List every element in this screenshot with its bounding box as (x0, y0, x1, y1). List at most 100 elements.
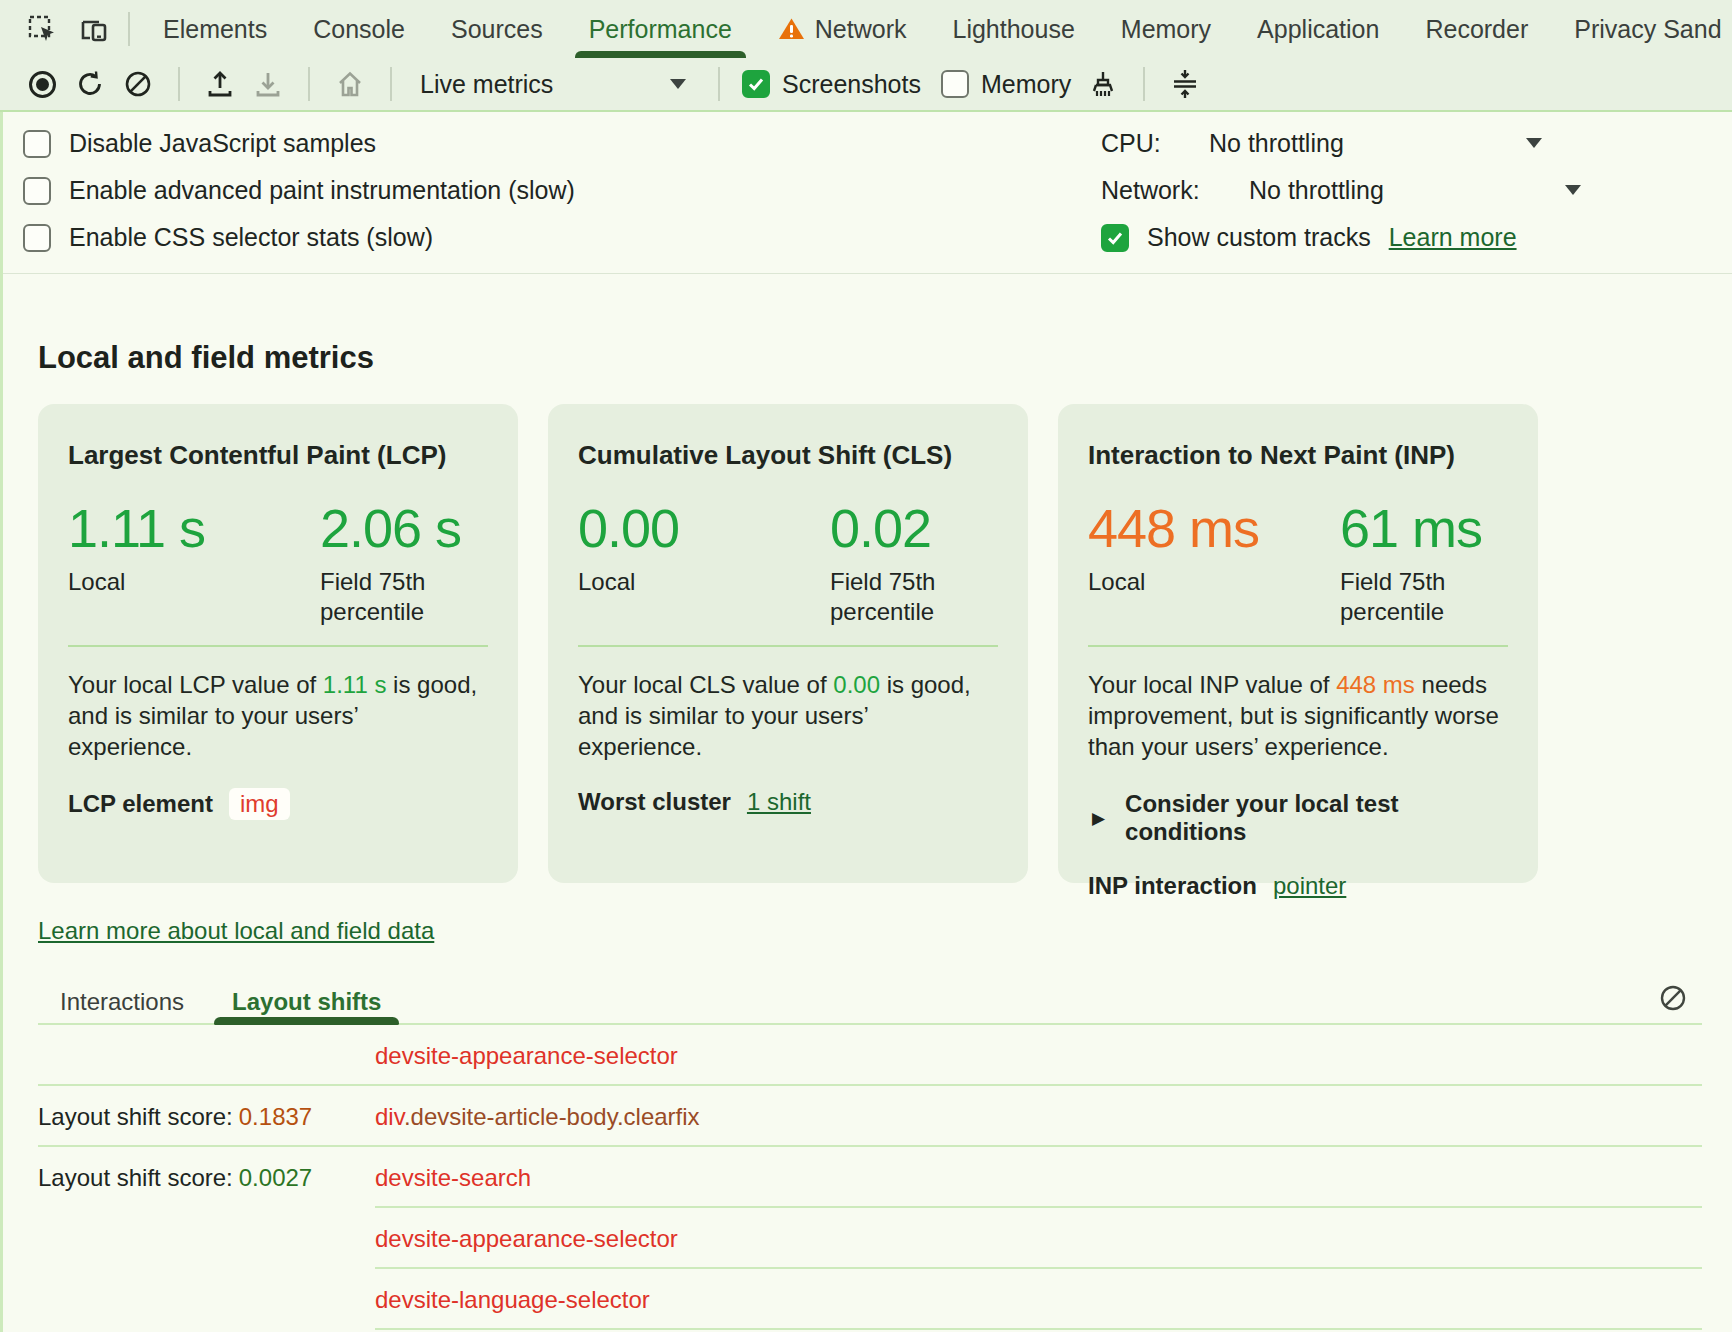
screenshots-checkbox[interactable] (742, 70, 770, 98)
tab-label: Privacy Sand (1574, 15, 1721, 44)
layout-shift-row: devsite-appearance-selector (38, 1208, 1732, 1269)
lcp-element-link[interactable]: img (229, 788, 290, 820)
shifted-element-link[interactable]: devsite-appearance-selector (375, 1225, 678, 1253)
inp-card: Interaction to Next Paint (INP) 448 ms L… (1058, 404, 1538, 883)
element-tag: devsite-appearance-selector (375, 1042, 678, 1069)
tab-label: Recorder (1425, 15, 1528, 44)
custom-tracks-learn-more-link[interactable]: Learn more (1389, 223, 1517, 252)
collapse-icon[interactable] (1167, 66, 1203, 102)
local-test-conditions-disclosure[interactable]: ▶ Consider your local test conditions (1088, 790, 1508, 846)
memory-label: Memory (981, 70, 1071, 99)
cls-description: Your local CLS value of 0.00 is good, an… (578, 669, 998, 762)
clear-icon[interactable] (120, 66, 156, 102)
score-value: 0.1837 (239, 1103, 312, 1130)
inp-field-value: 61 ms (1340, 497, 1490, 559)
disable-js-samples-label: Disable JavaScript samples (69, 129, 376, 158)
tab-elements[interactable]: Elements (140, 0, 290, 58)
record-icon[interactable] (24, 66, 60, 102)
live-metrics-view: Local and field metrics Largest Contentf… (3, 274, 1732, 1332)
lcp-description: Your local LCP value of 1.11 s is good, … (68, 669, 488, 762)
tab-recorder[interactable]: Recorder (1402, 0, 1551, 58)
shifted-element-link[interactable]: devsite-language-selector (375, 1286, 650, 1314)
inp-description: Your local INP value of 448 ms needs imp… (1088, 669, 1508, 762)
inp-footer: INP interaction pointer (1088, 872, 1508, 900)
metric-cards: Largest Contentful Paint (LCP) 1.11 s Lo… (38, 404, 1732, 883)
toolbar-divider (308, 67, 310, 101)
local-test-conditions-label: Consider your local test conditions (1125, 790, 1508, 846)
tabbar-left-icons (24, 11, 112, 47)
tab-label: Sources (451, 15, 543, 44)
layout-shift-score: Layout shift score:0.0027 (38, 1164, 340, 1192)
cls-field-label: Field 75th percentile (830, 567, 980, 627)
shifted-element-link[interactable]: devsite-appearance-selector (375, 1042, 678, 1070)
tabbar-divider (128, 12, 130, 46)
cls-footer: Worst cluster 1 shift (578, 788, 998, 816)
tab-memory[interactable]: Memory (1098, 0, 1234, 58)
section-heading: Local and field metrics (38, 340, 1732, 376)
tab-network[interactable]: Network (755, 0, 930, 58)
reload-icon[interactable] (72, 66, 108, 102)
performance-toolbar: Live metrics Screenshots Memory (0, 58, 1732, 112)
inp-local-value: 448 ms (1088, 497, 1340, 559)
cls-card-title: Cumulative Layout Shift (CLS) (578, 440, 998, 471)
dropdown-caret-icon (670, 79, 686, 89)
cpu-throttling-select[interactable]: CPU: No throttling (1101, 120, 1701, 167)
score-label: Layout shift score: (38, 1103, 233, 1130)
cls-field-value: 0.02 (830, 497, 980, 559)
device-toolbar-icon[interactable] (76, 11, 112, 47)
element-tag: devsite-search (375, 1164, 531, 1191)
css-selector-stats-label: Enable CSS selector stats (slow) (69, 223, 433, 252)
advanced-paint-checkbox[interactable] (23, 177, 51, 205)
tab-layout-shifts[interactable]: Layout shifts (230, 981, 383, 1023)
element-classes: .devsite-article-body.clearfix (404, 1103, 700, 1130)
layout-shift-row: Layout shift score:0.0027 devsite-search (38, 1147, 1732, 1208)
advanced-paint-label: Enable advanced paint instrumentation (s… (69, 176, 575, 205)
tab-interactions[interactable]: Interactions (58, 981, 186, 1023)
toolbar-divider (1143, 67, 1145, 101)
upload-icon[interactable] (202, 66, 238, 102)
inp-field-label: Field 75th percentile (1340, 567, 1490, 627)
mode-select[interactable]: Live metrics (414, 70, 696, 99)
tab-console[interactable]: Console (290, 0, 428, 58)
score-label: Layout shift score: (38, 1164, 233, 1191)
tab-application[interactable]: Application (1234, 0, 1402, 58)
layout-shift-log: devsite-appearance-selector Layout shift … (38, 1025, 1732, 1332)
score-value: 0.0027 (239, 1164, 312, 1191)
lcp-field-value: 2.06 s (320, 497, 470, 559)
dropdown-caret-icon (1565, 185, 1581, 195)
tab-label: Application (1257, 15, 1379, 44)
shifted-element-link[interactable]: div.devsite-article-body.clearfix (375, 1103, 700, 1131)
cls-local-label: Local (578, 567, 728, 597)
tab-label: Console (313, 15, 405, 44)
brush-icon[interactable] (1085, 66, 1121, 102)
download-icon[interactable] (250, 66, 286, 102)
memory-checkbox[interactable] (941, 70, 969, 98)
tab-label: Lighthouse (952, 15, 1074, 44)
dropdown-caret-icon (1526, 138, 1542, 148)
custom-tracks-checkbox[interactable] (1101, 224, 1129, 252)
element-tag: div (375, 1103, 404, 1130)
inspect-icon[interactable] (24, 11, 60, 47)
lcp-values: 1.11 s Local 2.06 s Field 75th percentil… (68, 497, 488, 627)
css-selector-stats-checkbox[interactable] (23, 224, 51, 252)
field-data-learn-more-link[interactable]: Learn more about local and field data (38, 917, 434, 945)
home-icon[interactable] (332, 66, 368, 102)
cpu-value: No throttling (1209, 129, 1344, 158)
layout-shift-row: devsite-appearance-selector (38, 1025, 1732, 1086)
disable-js-samples-checkbox[interactable] (23, 130, 51, 158)
lcp-footer: LCP element img (68, 788, 488, 820)
tab-privacy-sand[interactable]: Privacy Sand (1551, 0, 1732, 58)
tab-performance[interactable]: Performance (566, 0, 755, 58)
element-tag: devsite-appearance-selector (375, 1225, 678, 1252)
shifted-element-link[interactable]: devsite-search (375, 1164, 531, 1192)
network-value: No throttling (1249, 176, 1384, 205)
clear-log-icon[interactable] (1658, 983, 1688, 1013)
layout-shift-row: Layout shift score:0.1837 div.devsite-art… (38, 1086, 1732, 1147)
disclosure-triangle-icon: ▶ (1092, 808, 1105, 829)
worst-cluster-link[interactable]: 1 shift (747, 788, 811, 816)
tab-lighthouse[interactable]: Lighthouse (929, 0, 1097, 58)
network-throttling-select[interactable]: Network: No throttling (1101, 167, 1701, 214)
worst-cluster-label: Worst cluster (578, 788, 731, 816)
tab-sources[interactable]: Sources (428, 0, 566, 58)
inp-interaction-link[interactable]: pointer (1273, 872, 1346, 900)
